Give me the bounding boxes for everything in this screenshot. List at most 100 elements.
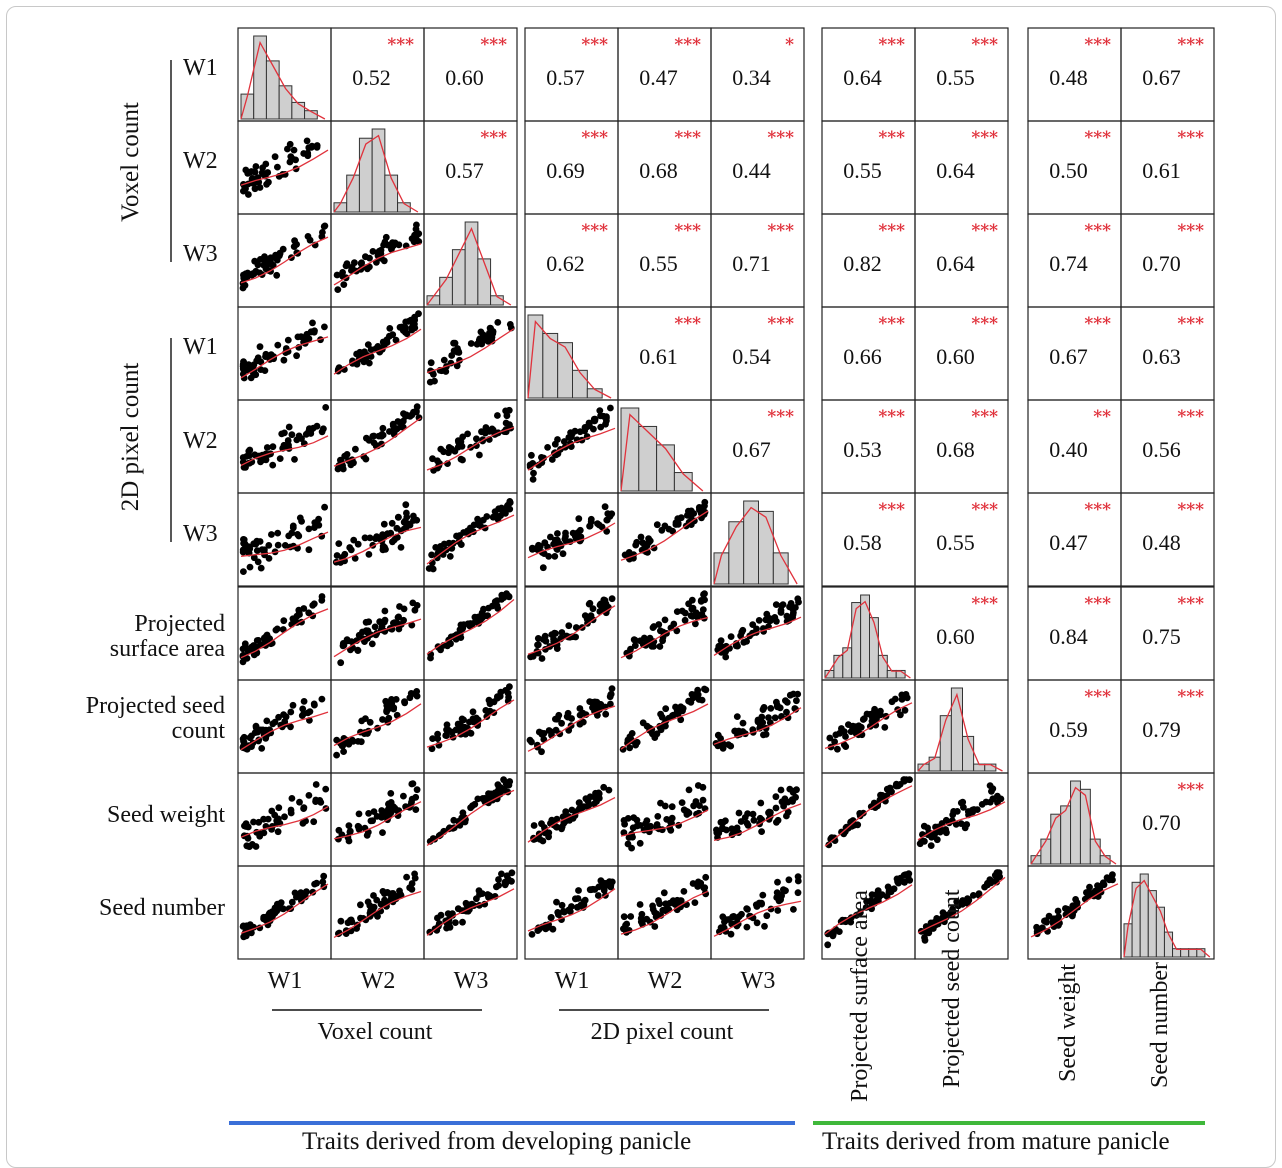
data-point bbox=[463, 901, 471, 909]
data-point bbox=[500, 776, 507, 784]
data-point bbox=[774, 816, 782, 824]
data-point bbox=[779, 601, 787, 608]
data-point bbox=[647, 822, 654, 830]
data-point bbox=[565, 622, 573, 630]
data-point bbox=[767, 705, 775, 712]
data-point bbox=[604, 510, 612, 518]
data-point bbox=[262, 350, 270, 358]
histogram-bar bbox=[477, 258, 492, 306]
data-point bbox=[240, 568, 247, 575]
correlation-value: 0.48 bbox=[1142, 530, 1181, 555]
density-curve bbox=[824, 600, 911, 679]
data-point bbox=[293, 612, 301, 620]
data-point bbox=[795, 598, 802, 606]
significance-stars: *** bbox=[971, 594, 998, 614]
data-point bbox=[642, 820, 649, 828]
data-point bbox=[772, 601, 780, 608]
data-point bbox=[1086, 883, 1093, 891]
panel-r10-c6 bbox=[710, 865, 805, 960]
data-point bbox=[505, 592, 513, 600]
data-point bbox=[471, 613, 479, 621]
data-point bbox=[348, 736, 356, 744]
correlation-value: 0.54 bbox=[732, 344, 771, 369]
data-point bbox=[983, 881, 991, 888]
correlation-value: 0.60 bbox=[936, 344, 975, 369]
data-point bbox=[575, 515, 583, 523]
data-point bbox=[313, 144, 321, 151]
data-point bbox=[781, 887, 789, 895]
data-point bbox=[554, 530, 561, 537]
data-point bbox=[495, 882, 503, 889]
correlation-value: 0.82 bbox=[843, 251, 882, 276]
data-point bbox=[754, 718, 762, 726]
data-point bbox=[503, 412, 511, 420]
data-point bbox=[579, 709, 587, 717]
data-point bbox=[790, 906, 797, 913]
data-point bbox=[602, 609, 610, 617]
significance-stars: *** bbox=[1177, 221, 1204, 241]
data-point bbox=[397, 890, 404, 898]
data-point bbox=[368, 640, 376, 648]
data-point bbox=[849, 727, 857, 735]
data-point bbox=[321, 503, 328, 511]
data-point bbox=[760, 704, 768, 711]
data-point bbox=[347, 546, 355, 554]
col-group-voxel-count: Voxel count bbox=[317, 1019, 433, 1045]
data-point bbox=[257, 366, 265, 373]
data-point bbox=[264, 815, 272, 823]
smoother-line bbox=[713, 707, 802, 745]
data-point bbox=[505, 781, 513, 789]
data-point bbox=[636, 839, 644, 847]
data-point bbox=[367, 346, 375, 353]
data-point bbox=[695, 809, 703, 817]
significance-stars: *** bbox=[581, 35, 608, 55]
smoother-line bbox=[620, 809, 709, 837]
data-point bbox=[558, 825, 565, 833]
data-point bbox=[443, 721, 451, 729]
data-point bbox=[406, 694, 414, 702]
smoother-line bbox=[620, 510, 709, 561]
correlation-value: 0.67 bbox=[1049, 344, 1088, 369]
data-point bbox=[287, 708, 295, 716]
data-point bbox=[547, 914, 555, 921]
data-point bbox=[988, 788, 995, 795]
panel-r6-c6 bbox=[710, 492, 805, 587]
data-point bbox=[673, 608, 681, 615]
row-label-seed-weight: Seed weight bbox=[107, 802, 225, 828]
data-point bbox=[284, 145, 291, 153]
data-point bbox=[667, 818, 674, 826]
data-point bbox=[685, 507, 692, 515]
data-point bbox=[253, 547, 261, 554]
data-point bbox=[600, 783, 608, 791]
data-point bbox=[824, 941, 832, 949]
significance-stars: *** bbox=[971, 221, 998, 241]
data-point bbox=[396, 603, 403, 610]
correlation-value: 0.53 bbox=[843, 437, 882, 462]
data-point bbox=[590, 425, 597, 433]
data-point bbox=[445, 825, 453, 833]
data-point bbox=[428, 551, 435, 559]
data-point bbox=[458, 715, 466, 723]
density-curve bbox=[240, 40, 326, 120]
data-point bbox=[752, 901, 760, 909]
data-point bbox=[388, 890, 395, 897]
data-point bbox=[280, 356, 288, 364]
data-point bbox=[553, 546, 561, 553]
data-point bbox=[239, 548, 247, 556]
correlation-value: 0.68 bbox=[639, 158, 678, 183]
data-point bbox=[685, 786, 693, 794]
data-point bbox=[244, 823, 252, 831]
significance-stars: *** bbox=[767, 314, 794, 334]
data-point bbox=[942, 828, 950, 836]
data-point bbox=[246, 734, 254, 742]
significance-stars: *** bbox=[674, 35, 701, 55]
correlation-value: 0.64 bbox=[936, 158, 975, 183]
density-curve bbox=[1030, 786, 1117, 865]
data-point bbox=[553, 898, 560, 906]
correlation-value: 0.67 bbox=[732, 437, 771, 462]
smoother-line bbox=[333, 417, 422, 467]
data-point bbox=[1083, 889, 1090, 896]
data-point bbox=[825, 841, 833, 849]
data-point bbox=[526, 461, 534, 469]
smoother-line bbox=[333, 526, 422, 563]
